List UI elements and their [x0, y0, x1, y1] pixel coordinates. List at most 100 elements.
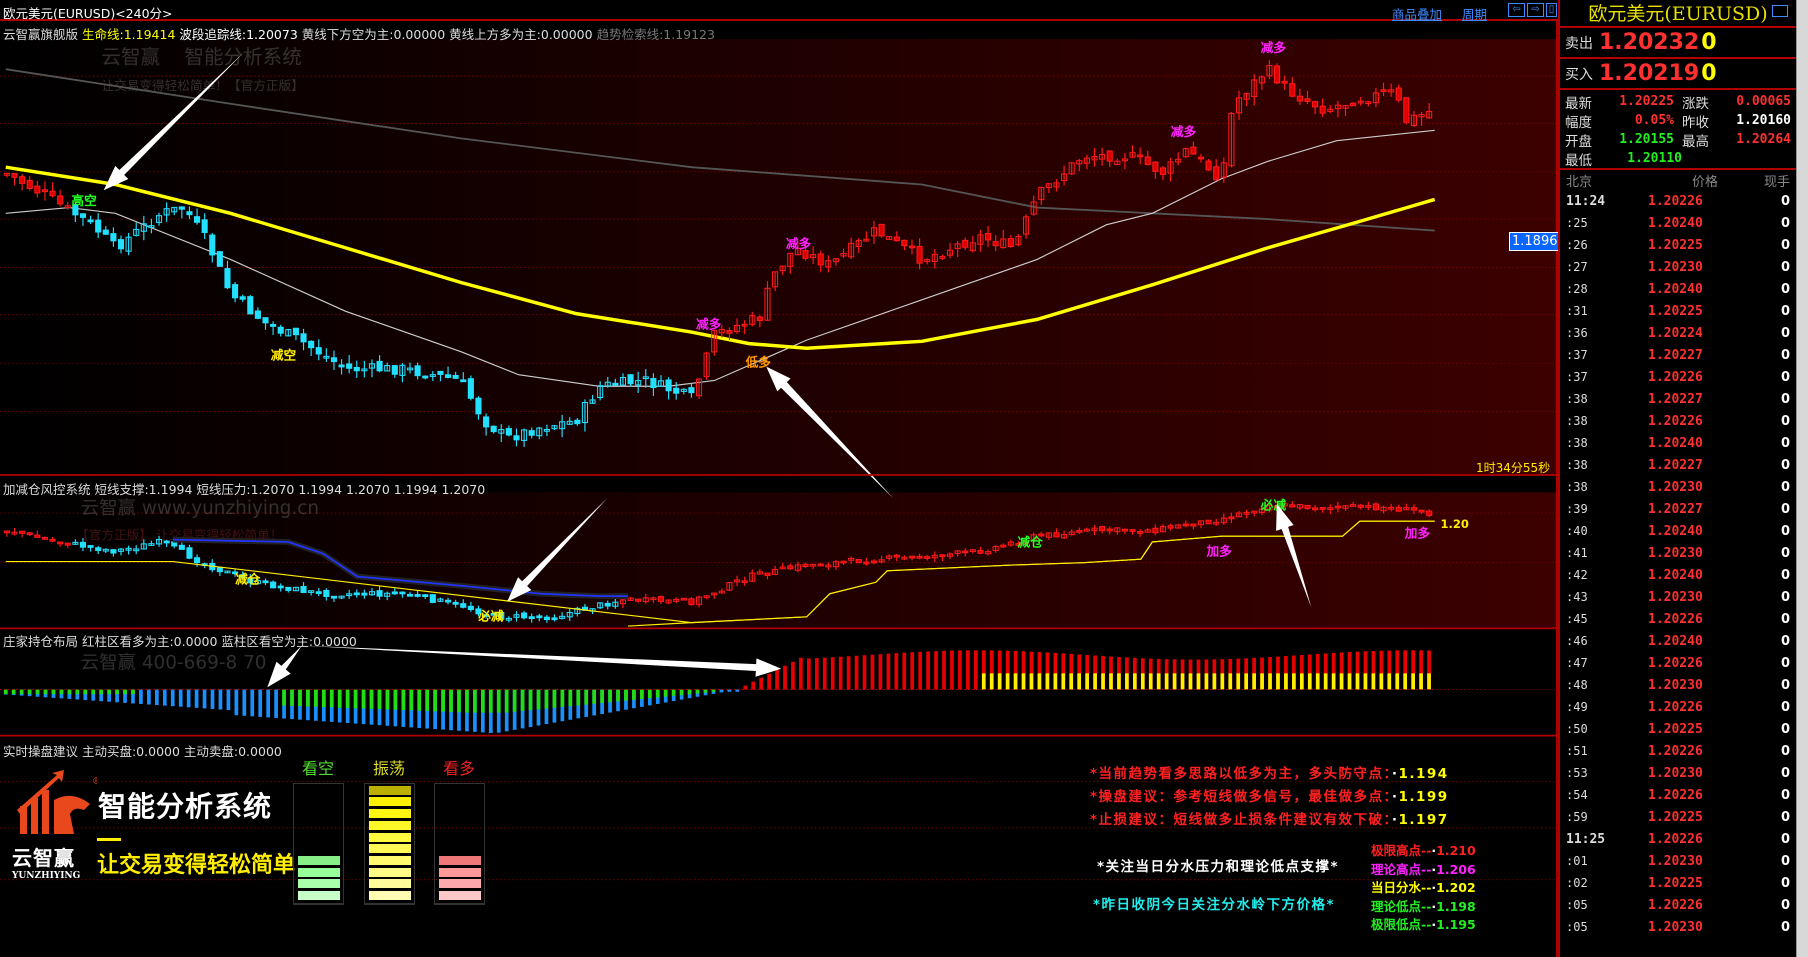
- candle-body: [483, 416, 490, 428]
- hist-bar-green: [488, 689, 493, 713]
- hist-bar-yellow: [1339, 673, 1344, 690]
- candle-body: [72, 204, 79, 216]
- overlay-link[interactable]: 商品叠加: [1392, 7, 1443, 22]
- hist-bar-green: [329, 689, 334, 708]
- sub1-candle-body: [277, 585, 284, 589]
- sub1-candle-body: [414, 594, 421, 597]
- tick-price: 1.20226: [1648, 611, 1703, 627]
- svg-text:®: ®: [92, 776, 97, 787]
- hist-bar-red: [894, 653, 899, 690]
- scrollbar[interactable]: [1796, 0, 1808, 957]
- change-value: 0.00065: [1736, 94, 1791, 109]
- hist-bar-green: [123, 689, 127, 695]
- hist-bar-blue: [250, 689, 255, 717]
- tick-price: 1.20226: [1648, 413, 1703, 429]
- tick-price: 1.20227: [1648, 347, 1703, 363]
- tick-row: :38 1.20230 0: [1560, 476, 1796, 498]
- hist-bar-red: [1005, 650, 1010, 690]
- sub1-candle-body: [855, 559, 862, 564]
- hist-bar-yellow: [1379, 673, 1384, 690]
- hist-bar-yellow: [1299, 673, 1304, 690]
- sub1-candle-body: [1137, 531, 1144, 534]
- hist-bar-red: [830, 657, 835, 690]
- tick-qty: 0: [1780, 523, 1790, 539]
- sub1-candle-body: [984, 551, 992, 555]
- quote-panel: 欧元美元(EURUSD) 卖出 1.20232 0 买入 1.20219 0 最新 1.2…: [1558, 0, 1796, 957]
- candle-body: [171, 206, 178, 213]
- candle-body: [695, 378, 703, 397]
- hist-bar-red: [1387, 650, 1392, 690]
- candle-body: [931, 253, 938, 262]
- level-label: 极限低点--: [1371, 917, 1432, 932]
- hist-bar-red: [1292, 655, 1296, 690]
- kline-chart-area[interactable]: 云智赢 智能分析系统 让交易变得轻松简单！【官方正版】 云智赢 www.yunz…: [0, 0, 1558, 957]
- tick-row: :41 1.20230 0: [1560, 542, 1796, 564]
- maximize-icon[interactable]: [1772, 5, 1788, 17]
- hist-bar-blue: [719, 689, 724, 693]
- hist-bar-yellow: [1156, 673, 1161, 690]
- logo-latin: YUNZHIYING: [12, 871, 81, 881]
- tick-time: :26: [1566, 238, 1588, 252]
- sub1-candle-body: [939, 554, 946, 558]
- sub1-candles: [3, 499, 1435, 627]
- hist-bar-green: [663, 689, 668, 697]
- candle-body: [361, 368, 368, 372]
- hist-bar-yellow: [1260, 673, 1264, 690]
- hist-bar-green: [11, 689, 16, 695]
- advice-text: *当前趋势看多思路以低多为主，多头防守点：: [1090, 766, 1392, 782]
- tick-qty: 0: [1780, 457, 1790, 473]
- tick-price: 1.20240: [1648, 567, 1703, 583]
- candle-body: [1190, 146, 1197, 155]
- level-row: 理论高点--·1.206: [1371, 861, 1476, 877]
- sub1-candle-body: [551, 617, 558, 621]
- hist-bar-yellow: [1212, 673, 1217, 690]
- sub1-candle-body: [1182, 523, 1189, 527]
- candle-body: [437, 370, 444, 375]
- candle-body: [703, 352, 710, 378]
- hist-bar-red: [759, 677, 763, 690]
- tick-price: 1.20225: [1648, 809, 1703, 825]
- tick-time: :49: [1566, 700, 1588, 714]
- candle-body: [224, 268, 231, 289]
- candle-body: [924, 259, 931, 262]
- candle-body: [41, 189, 48, 193]
- hist-bar-red: [1355, 651, 1360, 690]
- candle-body: [1350, 102, 1357, 107]
- candle-body: [521, 429, 528, 441]
- candle-body: [566, 420, 573, 425]
- hist-bar-green: [282, 689, 286, 706]
- tick-price: 1.20240: [1648, 435, 1703, 451]
- candle-body: [1342, 104, 1349, 109]
- open-label: 开盘: [1565, 133, 1592, 150]
- hist-bar-yellow: [1148, 673, 1153, 690]
- tick-time: :50: [1566, 722, 1588, 736]
- hist-bar-yellow: [1069, 673, 1074, 690]
- tick-price: 1.20225: [1648, 721, 1703, 737]
- sub1-candle-body: [756, 571, 763, 575]
- hist-bar-green: [473, 689, 477, 713]
- hist-bar-red: [981, 650, 986, 690]
- main-candles: [3, 60, 1433, 447]
- arrow-right-icon[interactable]: ⇨: [1527, 3, 1544, 17]
- sub1-candle-body: [992, 545, 999, 551]
- hist-bar-green: [131, 689, 135, 695]
- sub1-candle-body: [711, 592, 718, 596]
- sell-price: 1.20232: [1599, 30, 1700, 55]
- hist-bar-yellow: [1061, 673, 1066, 690]
- candle-body: [673, 387, 680, 394]
- hist-bar-blue: [147, 689, 151, 705]
- hist-bar-red: [1323, 653, 1328, 690]
- hist-bar-green: [679, 689, 684, 696]
- period-link[interactable]: 周期: [1462, 7, 1488, 22]
- arrow-left-icon[interactable]: ⇦: [1508, 3, 1525, 17]
- amplitude-label: 幅度: [1565, 114, 1592, 131]
- tick-list[interactable]: 11:24 1.20226 0:25 1.20240 0:26 1.20225 0:27 1.…: [1560, 190, 1796, 938]
- hist-bar-red: [1013, 650, 1018, 690]
- gauge-bar: [439, 891, 481, 900]
- sub1-candle-body: [102, 548, 109, 552]
- hist-bar-red: [822, 657, 827, 690]
- tick-qty: 0: [1780, 567, 1790, 583]
- tick-header: 北京 价格 现手: [1560, 170, 1796, 190]
- tick-price: 1.20227: [1648, 391, 1703, 407]
- layout-icon[interactable]: ▯: [1546, 3, 1557, 17]
